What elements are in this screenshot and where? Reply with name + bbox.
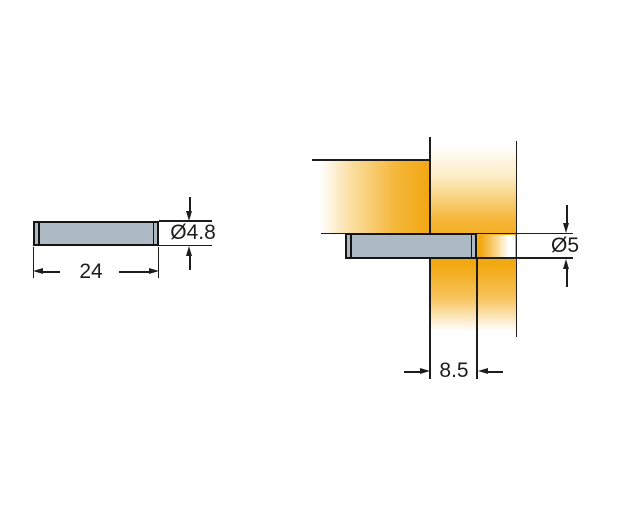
insertion-depth-label: 8.5 <box>439 359 469 382</box>
diameter-extension-line-top <box>159 220 212 222</box>
pin-end-cap-right <box>152 223 154 244</box>
pin-diameter-label: Ø4.8 <box>170 221 216 244</box>
arrow-right-icon <box>419 368 430 375</box>
bore-line-top <box>477 232 573 235</box>
pin-body <box>33 221 159 246</box>
arrow-up-icon <box>186 246 193 256</box>
diameter-dimension-line-lower <box>189 256 191 270</box>
shelf-panel-bottom-line <box>321 232 346 235</box>
bore-line-bottom <box>477 257 573 259</box>
shelf-panel-cross-section <box>313 160 429 233</box>
length-dimension-line-left <box>42 271 60 273</box>
hole-diameter-label: Ø5 <box>550 234 579 257</box>
pin-end-cap-left <box>38 223 40 244</box>
installed-pin-body <box>345 233 477 259</box>
hole-diameter-dimension-line-upper <box>566 205 568 223</box>
depth-dimension-line-left <box>404 371 420 373</box>
diameter-extension-line-bottom <box>159 244 212 247</box>
bore-hole-fade <box>479 234 515 258</box>
diameter-dimension-line-upper <box>189 197 191 212</box>
installed-pin-end-cap-left <box>350 235 352 257</box>
pin-length-label: 24 <box>79 260 103 283</box>
installed-pin-end-cap-right <box>470 235 472 257</box>
side-panel-back-line <box>515 141 518 337</box>
depth-extension-line <box>476 259 478 379</box>
length-extension-line-left <box>32 247 35 278</box>
arrow-left-icon <box>477 368 488 375</box>
arrow-up-icon <box>563 258 570 269</box>
hole-diameter-dimension-line-lower <box>566 268 568 287</box>
arrow-down-icon <box>563 223 570 233</box>
shelf-panel-top-line <box>312 159 431 161</box>
length-dimension-line-right <box>119 271 150 273</box>
arrow-left-icon <box>33 268 43 275</box>
arrow-right-icon <box>149 268 159 275</box>
arrow-down-icon <box>186 211 193 221</box>
depth-dimension-line-right <box>487 371 503 373</box>
length-extension-line-right <box>157 247 160 278</box>
